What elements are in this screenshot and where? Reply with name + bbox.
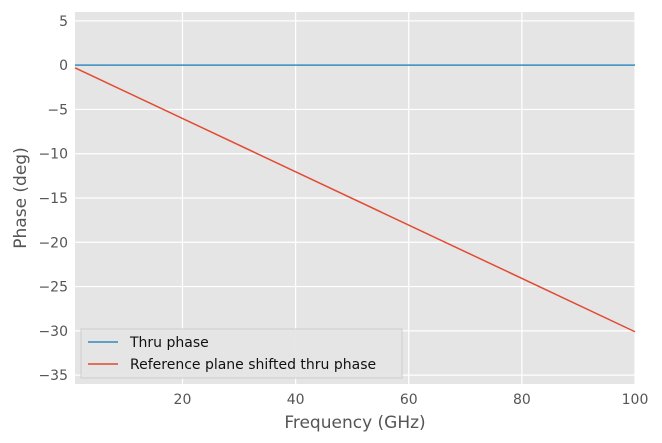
y-tick-label: 5 — [59, 14, 68, 30]
y-tick-label: −30 — [38, 324, 68, 340]
y-axis-label: Phase (deg) — [11, 147, 31, 248]
legend-label: Thru phase — [129, 335, 209, 351]
legend-label: Reference plane shifted thru phase — [130, 357, 376, 373]
y-tick-label: −20 — [38, 235, 68, 251]
x-tick-label: 100 — [622, 392, 649, 408]
y-tick-labels: 5 0 −5 −10 −15 −20 −25 −30 −35 — [38, 14, 68, 384]
y-tick-label: −35 — [38, 368, 68, 384]
y-tick-label: 0 — [59, 58, 68, 74]
x-tick-label: 60 — [400, 392, 418, 408]
legend: Thru phase Reference plane shifted thru p… — [81, 329, 402, 378]
x-tick-label: 80 — [513, 392, 531, 408]
x-tick-labels: 20 40 60 80 100 — [174, 392, 649, 408]
x-tick-label: 40 — [287, 392, 305, 408]
y-tick-label: −5 — [47, 102, 68, 118]
x-tick-label: 20 — [174, 392, 192, 408]
y-tick-label: −25 — [38, 280, 68, 296]
y-tick-label: −15 — [38, 191, 68, 207]
x-axis-label: Frequency (GHz) — [284, 413, 425, 433]
y-tick-label: −10 — [38, 147, 68, 163]
